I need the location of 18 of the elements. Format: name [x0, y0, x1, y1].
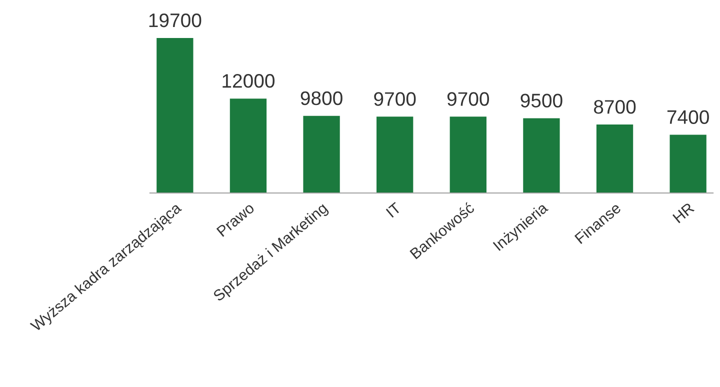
- bar: [596, 124, 634, 193]
- data-label: 9700: [447, 92, 490, 106]
- data-label: 8700: [594, 100, 636, 114]
- data-label: 9500: [520, 94, 562, 108]
- x-tick-label: IT: [386, 202, 402, 218]
- bar: [376, 116, 414, 193]
- bar: [450, 116, 486, 193]
- bar: [303, 116, 340, 193]
- data-label: 9800: [300, 91, 342, 106]
- data-label: 12000: [222, 74, 275, 88]
- bar: [156, 38, 194, 193]
- bar: [523, 118, 560, 193]
- data-label: 19700: [149, 13, 202, 28]
- data-label: 9700: [374, 92, 416, 106]
- data-label: 7400: [667, 110, 709, 124]
- x-tick-label: HR: [672, 202, 695, 224]
- bar: [230, 98, 267, 193]
- bar: [670, 134, 706, 193]
